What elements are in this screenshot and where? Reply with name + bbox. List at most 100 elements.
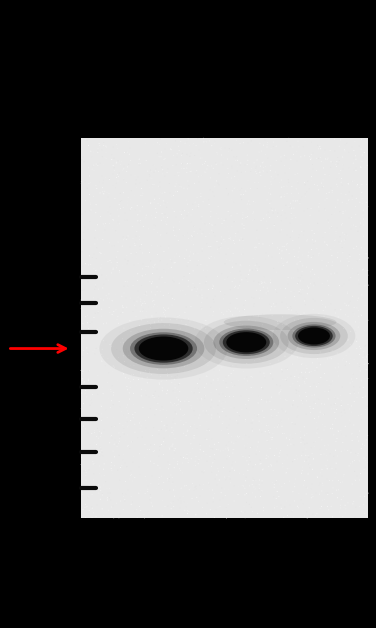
Point <box>294 204 300 214</box>
Point <box>161 436 167 447</box>
Point <box>169 398 175 408</box>
Point <box>303 455 309 465</box>
Point <box>275 337 281 347</box>
Point <box>225 396 231 406</box>
Point <box>314 423 320 433</box>
Point <box>124 147 130 157</box>
Point <box>128 466 134 476</box>
Point <box>143 263 149 273</box>
Point <box>223 348 229 358</box>
Point <box>172 252 178 262</box>
Point <box>173 329 179 339</box>
Point <box>126 149 132 160</box>
Point <box>168 372 174 382</box>
Point <box>167 188 173 198</box>
Point <box>348 445 354 455</box>
Point <box>252 305 258 315</box>
Point <box>183 220 189 230</box>
Point <box>280 187 286 197</box>
Point <box>334 179 340 189</box>
Point <box>341 235 347 245</box>
Point <box>330 376 336 386</box>
Point <box>249 138 255 148</box>
Point <box>164 365 170 375</box>
Point <box>256 484 262 494</box>
Point <box>120 364 126 374</box>
Point <box>84 136 90 146</box>
Point <box>120 491 126 501</box>
Point <box>309 337 315 347</box>
Point <box>359 198 365 208</box>
Point <box>107 237 113 247</box>
Point <box>244 438 250 448</box>
Point <box>185 158 191 168</box>
Point <box>215 463 221 474</box>
Point <box>187 158 193 168</box>
Point <box>149 136 155 146</box>
Point <box>256 239 262 249</box>
Point <box>159 187 165 197</box>
Point <box>152 259 158 269</box>
Point <box>230 262 236 272</box>
Point <box>302 232 308 242</box>
Point <box>95 389 101 399</box>
Point <box>110 310 116 320</box>
Point <box>218 487 224 497</box>
Point <box>296 381 302 391</box>
Point <box>223 411 229 421</box>
Point <box>312 236 318 246</box>
Point <box>272 214 278 224</box>
Point <box>117 347 123 357</box>
Point <box>320 480 326 490</box>
Point <box>321 311 327 321</box>
Point <box>113 498 119 508</box>
Point <box>182 213 188 223</box>
Point <box>190 240 196 250</box>
Point <box>83 470 89 480</box>
Point <box>114 220 120 230</box>
Point <box>176 141 182 151</box>
Point <box>93 282 99 292</box>
Point <box>124 462 130 472</box>
Point <box>363 435 369 445</box>
Point <box>231 445 237 455</box>
Point <box>123 495 129 506</box>
Point <box>80 374 86 384</box>
Point <box>122 435 128 445</box>
Point <box>240 140 246 150</box>
Point <box>362 328 368 338</box>
Point <box>82 503 88 513</box>
Point <box>85 224 91 234</box>
Point <box>192 197 198 207</box>
Point <box>176 146 182 156</box>
Point <box>153 203 159 214</box>
Point <box>327 145 333 155</box>
Point <box>352 389 358 399</box>
Point <box>237 139 243 149</box>
Point <box>218 488 224 498</box>
Point <box>250 415 256 425</box>
Point <box>261 157 267 167</box>
Point <box>243 212 249 222</box>
Point <box>255 437 261 447</box>
Point <box>261 413 267 423</box>
Point <box>272 404 278 414</box>
Point <box>342 239 348 249</box>
Point <box>114 205 120 215</box>
Point <box>101 425 107 435</box>
Point <box>348 293 354 303</box>
Point <box>182 139 188 149</box>
Point <box>359 156 365 166</box>
Point <box>341 492 347 502</box>
Point <box>167 290 173 300</box>
Point <box>147 404 153 414</box>
Point <box>267 241 273 251</box>
Point <box>100 352 106 362</box>
Point <box>128 404 134 414</box>
Point <box>252 215 258 225</box>
Point <box>203 293 209 303</box>
Point <box>261 368 267 378</box>
Point <box>309 137 315 147</box>
Point <box>80 352 86 362</box>
Point <box>223 392 229 402</box>
